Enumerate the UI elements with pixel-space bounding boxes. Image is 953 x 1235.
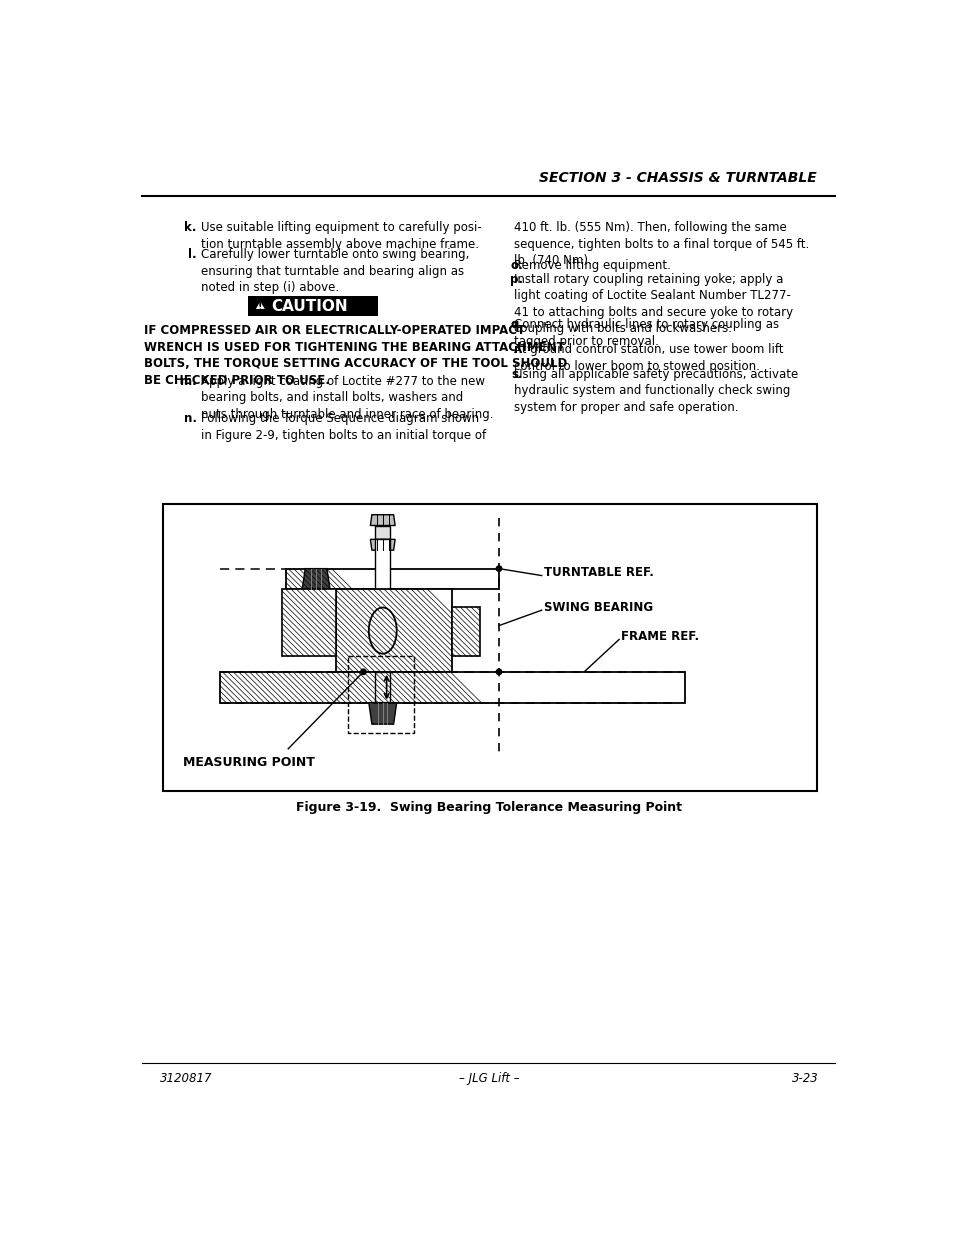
Text: 3-23: 3-23 [791,1072,818,1086]
Polygon shape [370,515,395,526]
Text: Connect hydraulic lines to rotary coupling as
tagged prior to removal.: Connect hydraulic lines to rotary coupli… [514,319,779,348]
Bar [348,656,414,734]
Text: Apply a light coating of Loctite #277 to the new
bearing bolts, and install bolt: Apply a light coating of Loctite #277 to… [200,375,493,421]
Text: At ground control station, use tower boom lift
control to lower boom to stowed p: At ground control station, use tower boo… [514,343,783,373]
Bar [248,296,377,316]
Text: !: ! [257,303,262,312]
Text: Remove lifting equipment.: Remove lifting equipment. [514,258,671,272]
Text: q.: q. [510,319,522,331]
Text: o.: o. [510,258,522,272]
Text: n.: n. [184,412,196,425]
Polygon shape [370,540,395,550]
Bar [452,608,479,656]
Text: r.: r. [514,343,522,356]
Text: p.: p. [510,273,522,287]
Bar [335,589,452,672]
Text: Install rotary coupling retaining yoke; apply a
light coating of Loctite Sealant: Install rotary coupling retaining yoke; … [514,273,793,336]
Text: Using all applicable safety precautions, activate
hydraulic system and functiona: Using all applicable safety precautions,… [514,368,798,414]
Bar [282,589,335,656]
Text: Use suitable lifting equipment to carefully posi-
tion turntable assembly above : Use suitable lifting equipment to carefu… [200,221,481,251]
Text: TURNTABLE REF.: TURNTABLE REF. [543,566,653,579]
Text: CAUTION: CAUTION [271,299,348,314]
Bar [375,672,390,703]
Text: m.: m. [180,375,196,388]
Polygon shape [254,300,266,310]
Polygon shape [369,703,396,724]
Bar [375,540,390,679]
Text: MEASURING POINT: MEASURING POINT [183,757,314,769]
Text: Carefully lower turntable onto swing bearing,
ensuring that turntable and bearin: Carefully lower turntable onto swing bea… [200,248,469,294]
Ellipse shape [360,669,366,674]
Text: – JLG Lift –: – JLG Lift – [458,1072,518,1086]
Ellipse shape [496,566,501,572]
Text: SWING BEARING: SWING BEARING [543,600,653,614]
Polygon shape [302,568,330,589]
Text: l.: l. [188,248,196,262]
Text: k.: k. [184,221,196,235]
Ellipse shape [369,608,396,653]
Text: s.: s. [511,368,522,380]
Bar [286,568,498,589]
Text: 410 ft. lb. (555 Nm). Then, following the same
sequence, tighten bolts to a fina: 410 ft. lb. (555 Nm). Then, following th… [514,221,809,267]
Bar [375,526,390,540]
Bar [163,504,816,792]
Bar [220,672,684,703]
Text: SECTION 3 - CHASSIS & TURNTABLE: SECTION 3 - CHASSIS & TURNTABLE [538,172,816,185]
Text: Following the Torque Sequence diagram shown
in Figure 2-9, tighten bolts to an i: Following the Torque Sequence diagram sh… [200,412,485,442]
Ellipse shape [496,669,501,674]
Text: Figure 3-19.  Swing Bearing Tolerance Measuring Point: Figure 3-19. Swing Bearing Tolerance Mea… [295,802,681,814]
Text: 3120817: 3120817 [159,1072,212,1086]
Text: IF COMPRESSED AIR OR ELECTRICALLY-OPERATED IMPACT
WRENCH IS USED FOR TIGHTENING : IF COMPRESSED AIR OR ELECTRICALLY-OPERAT… [144,324,567,387]
Text: FRAME REF.: FRAME REF. [620,630,699,643]
